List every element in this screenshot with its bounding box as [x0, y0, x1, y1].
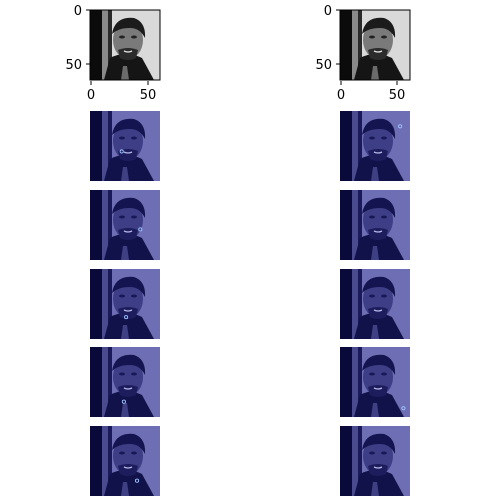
portrait-tinted: [90, 190, 160, 260]
image-panel: [90, 269, 160, 339]
portrait-tinted: [340, 347, 410, 417]
portrait-tinted: [340, 190, 410, 260]
image-panel: [340, 190, 410, 260]
portrait-tinted: [90, 269, 160, 339]
y-tick-label: 50: [315, 58, 332, 73]
x-tick-label: 0: [337, 88, 345, 103]
y-tick-label: 0: [74, 4, 82, 19]
portrait-tinted: [340, 426, 410, 496]
image-panel: [89, 9, 161, 81]
axes-frame: [89, 9, 161, 81]
image-panel: [340, 111, 410, 181]
highlight-marker: [119, 149, 124, 154]
highlight-marker: [121, 399, 126, 404]
axes-top-left: 0 50 0 50: [65, 4, 156, 103]
portrait-grayscale: [90, 10, 160, 80]
portrait-tinted: [90, 426, 160, 496]
image-panel: [340, 269, 410, 339]
panel-grid: [89, 9, 411, 496]
x-tick-label: 50: [389, 88, 406, 103]
y-tick-label: 0: [324, 4, 332, 19]
x-tick-label: 50: [140, 88, 157, 103]
image-panel: [90, 111, 160, 181]
highlight-marker: [134, 478, 140, 483]
axes-frame: [339, 9, 411, 81]
portrait-grayscale: [340, 10, 410, 80]
x-tick-label: 0: [87, 88, 95, 103]
image-panel: [90, 426, 160, 496]
portrait-tinted: [340, 111, 410, 181]
image-panel: [90, 347, 160, 417]
axes-top-right: 0 50 0 50: [315, 4, 405, 103]
image-panel: [339, 9, 411, 81]
portrait-tinted: [90, 111, 160, 181]
y-tick-label: 50: [65, 58, 82, 73]
portrait-tinted: [90, 347, 160, 417]
highlight-marker: [138, 227, 143, 232]
image-panel: [340, 426, 410, 496]
image-panel: [90, 190, 160, 260]
highlight-marker: [401, 406, 406, 411]
portrait-tinted: [340, 269, 410, 339]
image-panel: [340, 347, 410, 417]
highlight-marker: [124, 315, 129, 320]
highlight-marker: [398, 124, 403, 129]
